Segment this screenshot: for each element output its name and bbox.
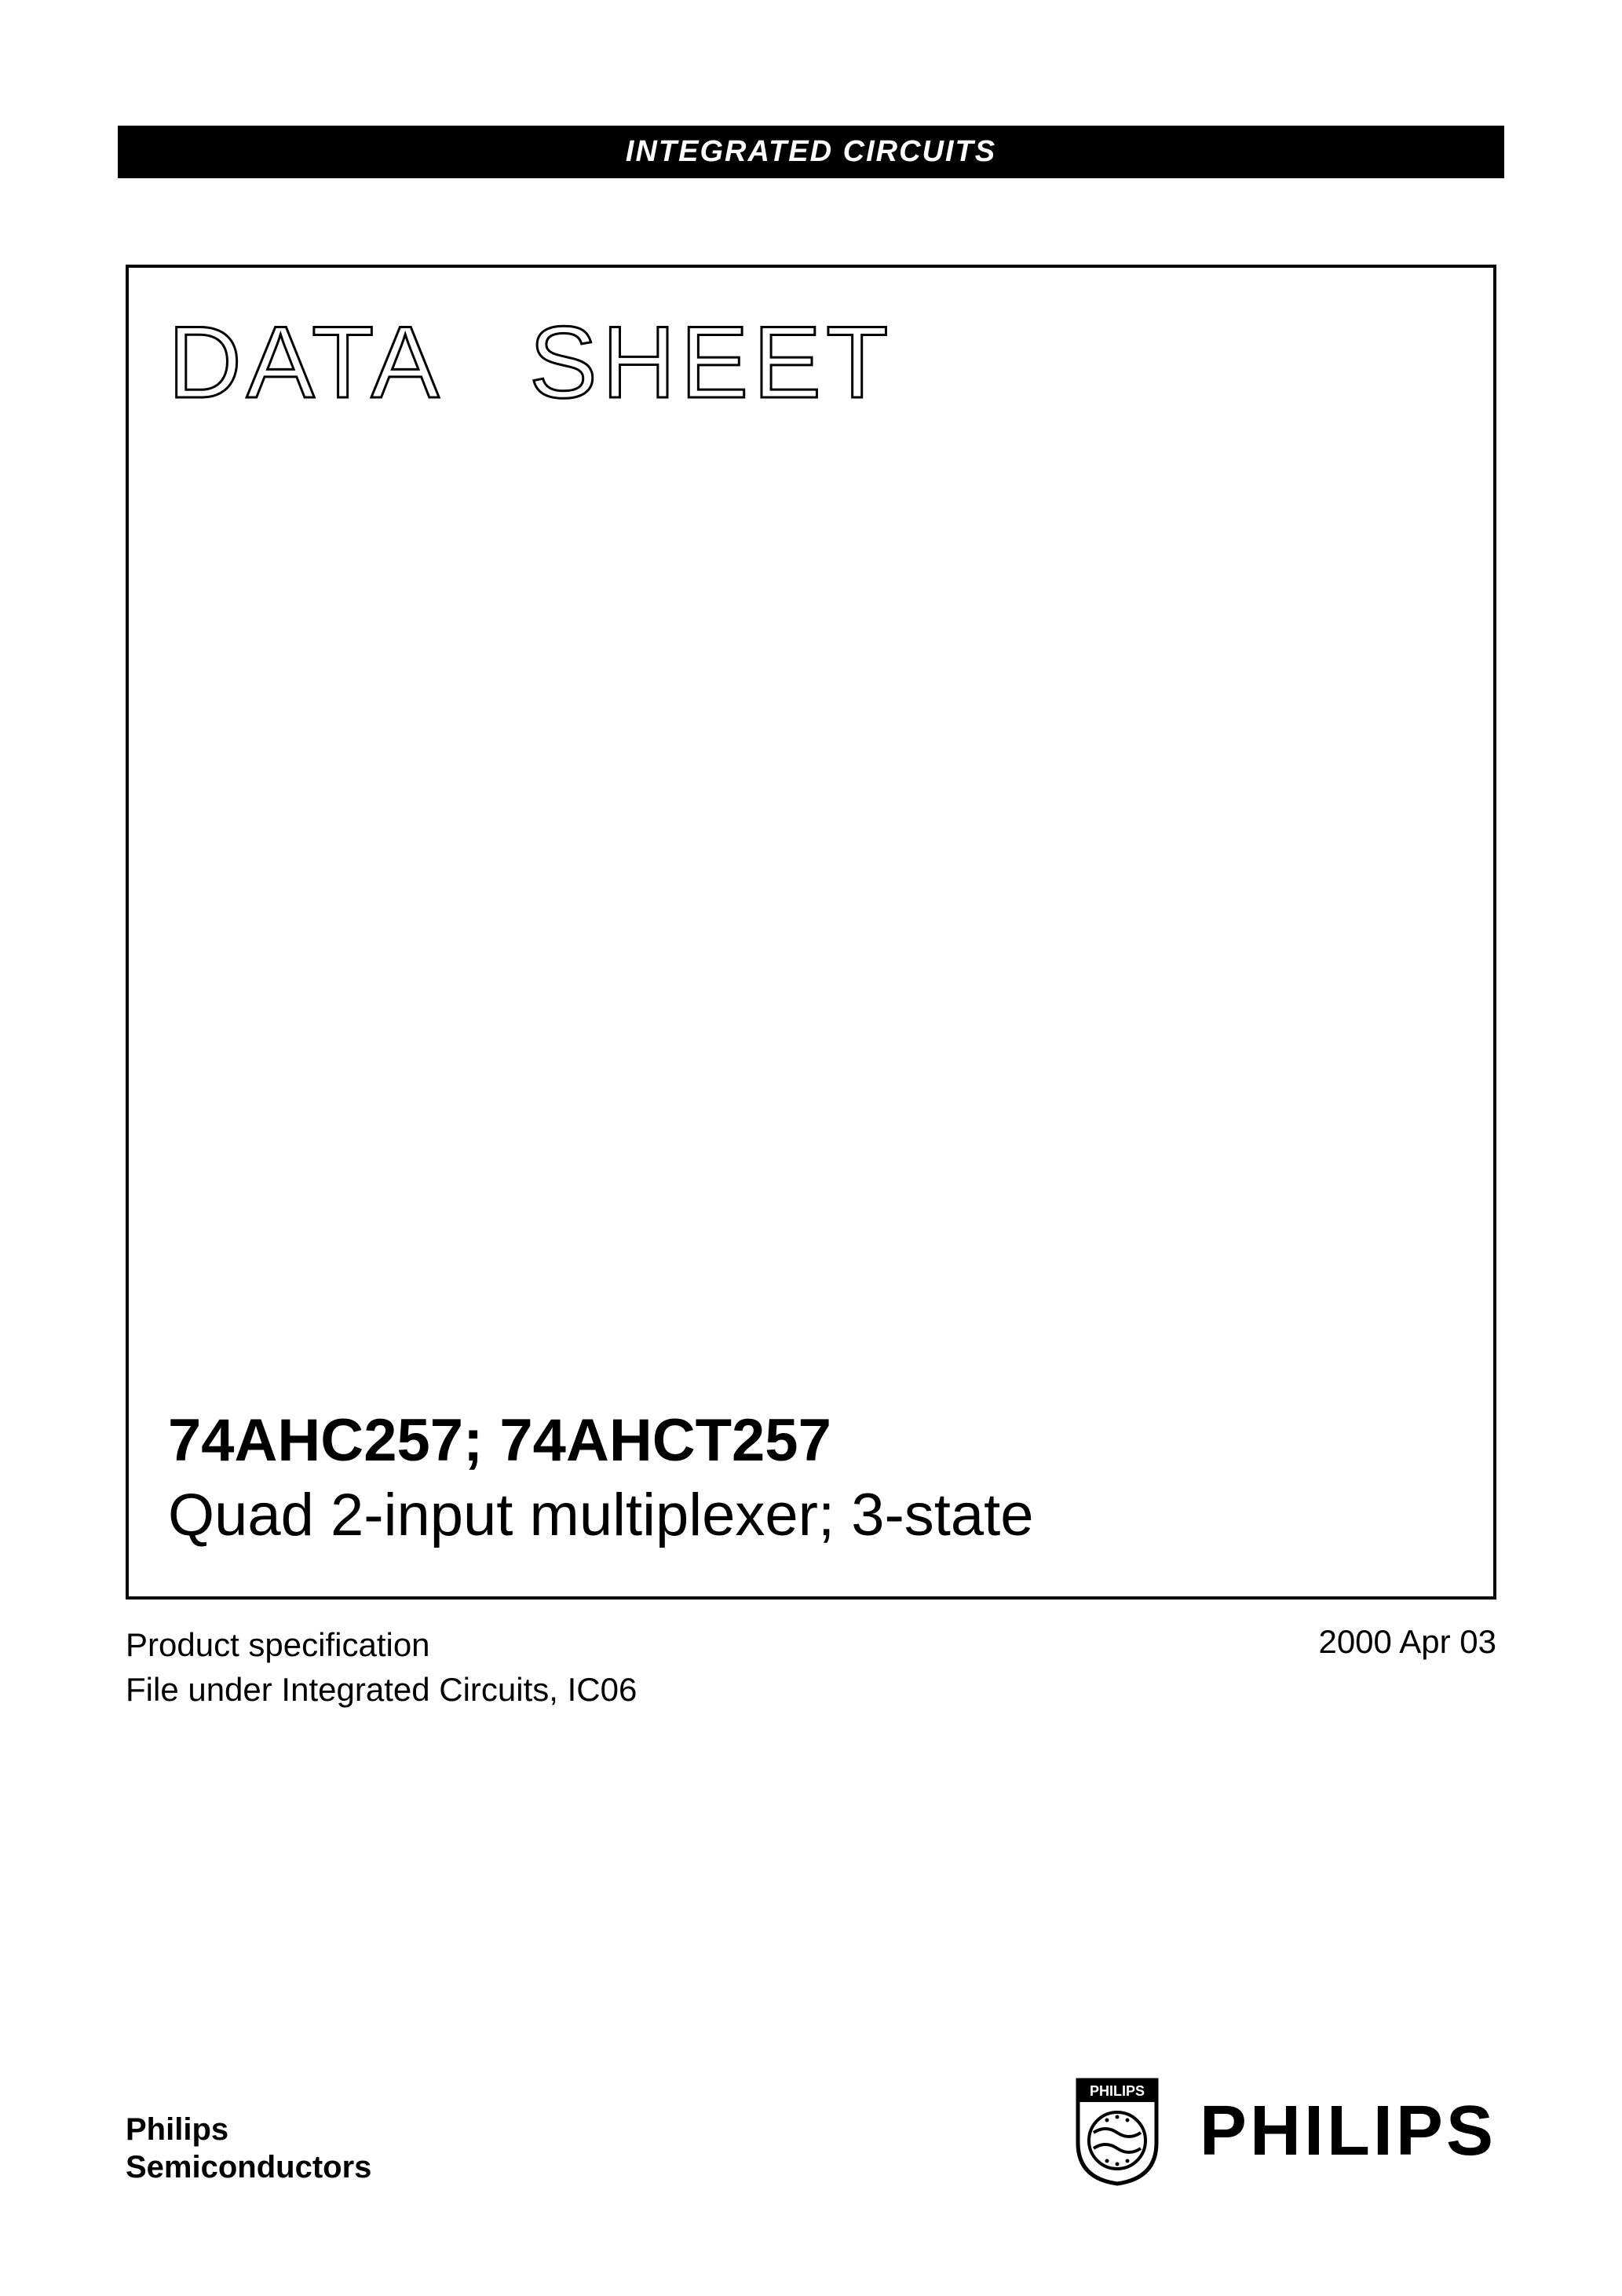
philips-wordmark: PHILIPS bbox=[1200, 2091, 1496, 2172]
page-container: INTEGRATED CIRCUITS DATA SHEET 74AHC257;… bbox=[0, 0, 1622, 2296]
spec-line-2: File under Integrated Circuits, IC06 bbox=[126, 1668, 637, 1713]
product-number: 74AHC257; 74AHCT257 bbox=[168, 1406, 1454, 1475]
main-content-box: DATA SHEET 74AHC257; 74AHCT257 Quad 2-in… bbox=[126, 265, 1496, 1600]
outline-title: DATA SHEET bbox=[168, 315, 1454, 417]
svg-text:DATA: DATA bbox=[168, 315, 444, 417]
publication-date: 2000 Apr 03 bbox=[1318, 1623, 1496, 1661]
philips-shield-icon: PHILIPS bbox=[1074, 2076, 1160, 2186]
product-description: Quad 2-input multiplexer; 3-state bbox=[168, 1481, 1454, 1549]
header-bar-text: INTEGRATED CIRCUITS bbox=[626, 135, 996, 168]
footer: Philips Semiconductors PHILIPS PHILIPS bbox=[126, 2076, 1496, 2186]
product-info: 74AHC257; 74AHCT257 Quad 2-input multipl… bbox=[168, 1406, 1454, 1549]
svg-text:SHEET: SHEET bbox=[529, 315, 893, 417]
header-bar: INTEGRATED CIRCUITS bbox=[118, 126, 1504, 178]
footer-right-logos: PHILIPS PHILIPS bbox=[1074, 2076, 1496, 2186]
footer-left-brand: Philips Semiconductors bbox=[126, 2111, 371, 2186]
outline-word-sheet: SHEET bbox=[529, 315, 969, 417]
below-box-row: Product specification File under Integra… bbox=[126, 1623, 1496, 1712]
footer-brand-line2: Semiconductors bbox=[126, 2148, 371, 2186]
spec-line-1: Product specification bbox=[126, 1623, 637, 1668]
outline-word-data: DATA bbox=[168, 315, 498, 417]
footer-brand-line1: Philips bbox=[126, 2111, 371, 2148]
shield-top-text: PHILIPS bbox=[1090, 2083, 1145, 2099]
spec-text-block: Product specification File under Integra… bbox=[126, 1623, 637, 1712]
